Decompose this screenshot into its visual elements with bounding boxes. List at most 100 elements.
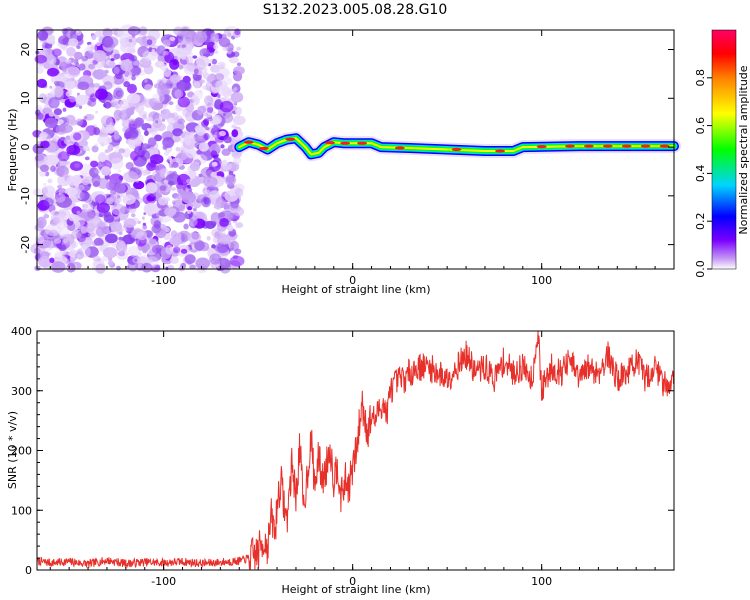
- noise-speckle: [186, 178, 192, 184]
- noise-speckle: [194, 89, 204, 100]
- noise-speckle: [204, 112, 212, 118]
- noise-speckle: [47, 178, 53, 184]
- noise-speckle: [49, 85, 53, 89]
- ridge-peak: [285, 137, 296, 141]
- noise-speckle: [82, 178, 90, 186]
- noise-speckle: [162, 50, 169, 56]
- noise-speckle: [195, 257, 211, 270]
- noise-speckle: [142, 114, 147, 120]
- noise-speckle: [100, 166, 112, 176]
- colorbar: 0.0 0.2 0.4 0.6 0.8 Normalized spectral ampl…: [694, 29, 750, 278]
- colorbar-tick-label: 0.4: [694, 165, 707, 183]
- noise-speckle: [214, 202, 222, 210]
- noise-speckle: [102, 28, 113, 39]
- noise-speckle: [189, 161, 200, 172]
- noise-speckle: [36, 65, 44, 74]
- noise-speckle: [117, 169, 121, 173]
- noise-speckle: [95, 110, 98, 114]
- ridge-band: [238, 137, 675, 156]
- y-tick-label: 20: [19, 43, 32, 57]
- noise-speckle: [204, 37, 215, 46]
- noise-speckle: [233, 87, 238, 91]
- colorbar-ticks: 0.0 0.2 0.4 0.6 0.8: [694, 69, 712, 278]
- noise-speckle: [123, 244, 128, 249]
- noise-speckle: [153, 83, 162, 89]
- noise-speckle: [110, 58, 115, 62]
- y-tick-label: -20: [19, 236, 32, 254]
- noise-speckle: [49, 257, 55, 264]
- noise-speckle: [34, 54, 47, 64]
- noise-speckle: [81, 244, 88, 250]
- y-tick-label: 200: [11, 445, 32, 458]
- noise-speckle: [108, 60, 116, 69]
- noise-speckle: [35, 109, 41, 117]
- spectrogram-noise-region: [30, 24, 246, 274]
- noise-speckle: [95, 194, 106, 205]
- colorbar-label: Normalized spectral amplitude: [737, 65, 750, 234]
- noise-speckle: [105, 225, 110, 229]
- noise-speckle: [197, 134, 203, 139]
- noise-speckle: [141, 246, 148, 254]
- noise-speckle: [92, 69, 107, 80]
- noise-speckle: [63, 238, 69, 244]
- noise-speckle: [37, 30, 49, 41]
- noise-speckle: [94, 143, 98, 147]
- noise-speckle: [172, 211, 186, 223]
- noise-speckle: [154, 165, 160, 171]
- noise-speckle: [140, 255, 149, 263]
- noise-speckle: [107, 55, 111, 60]
- noise-speckle: [92, 255, 101, 262]
- noise-speckle: [200, 79, 206, 84]
- noise-speckle: [92, 50, 107, 62]
- noise-speckle: [195, 126, 206, 136]
- noise-speckle: [166, 159, 170, 163]
- noise-speckle: [233, 115, 241, 122]
- noise-speckle: [52, 48, 62, 57]
- noise-speckle: [103, 81, 113, 90]
- noise-speckle: [131, 33, 136, 38]
- noise-speckle: [221, 159, 228, 167]
- noise-speckle: [174, 89, 184, 99]
- noise-speckle: [198, 142, 209, 152]
- noise-speckle: [183, 223, 189, 230]
- noise-speckle: [118, 198, 122, 202]
- noise-speckle: [98, 152, 107, 163]
- noise-speckle: [154, 264, 161, 270]
- noise-speckle: [168, 180, 175, 186]
- x-tick-label: 0: [349, 274, 356, 287]
- noise-speckle: [176, 79, 191, 92]
- x-tick-label: -100: [151, 274, 176, 287]
- noise-speckle: [120, 114, 128, 122]
- y-tick-label: 100: [11, 504, 32, 517]
- noise-speckle: [54, 86, 64, 98]
- noise-speckle: [76, 92, 80, 96]
- noise-speckle: [190, 131, 195, 135]
- noise-speckle: [71, 186, 82, 199]
- noise-speckle: [123, 218, 137, 228]
- noise-speckle: [93, 82, 101, 88]
- noise-speckle: [214, 33, 223, 40]
- y-tick-label: -10: [19, 187, 32, 205]
- noise-speckle: [61, 174, 75, 185]
- noise-speckle: [219, 262, 231, 274]
- noise-speckle: [181, 26, 190, 38]
- snr-y-ticks: 0 100 200 300 400: [11, 325, 674, 577]
- noise-speckle: [62, 107, 67, 112]
- noise-speckle: [218, 212, 226, 218]
- noise-speckle: [147, 258, 154, 264]
- noise-speckle: [221, 148, 231, 156]
- ridge-peak: [325, 141, 335, 145]
- noise-speckle: [44, 224, 62, 237]
- noise-speckle: [89, 93, 97, 102]
- noise-speckle: [38, 133, 47, 142]
- noise-speckle: [224, 174, 237, 186]
- noise-speckle: [206, 76, 214, 83]
- noise-speckle: [131, 213, 136, 218]
- noise-speckle: [76, 210, 81, 215]
- noise-speckle: [217, 241, 229, 254]
- noise-speckle: [124, 127, 139, 139]
- noise-speckle: [213, 43, 219, 50]
- noise-speckle: [165, 186, 172, 192]
- noise-speckle: [178, 204, 186, 212]
- noise-speckle: [44, 43, 53, 49]
